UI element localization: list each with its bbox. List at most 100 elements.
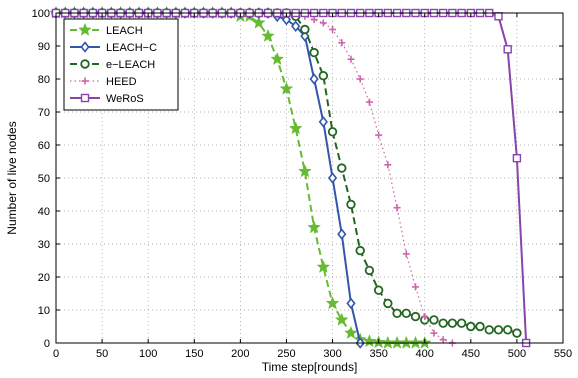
legend-label: LEACH−C <box>106 42 157 54</box>
data-point <box>402 250 410 258</box>
data-point <box>291 20 301 32</box>
data-point <box>439 336 447 344</box>
data-point <box>80 93 90 103</box>
data-point <box>300 30 310 42</box>
data-point <box>319 19 327 27</box>
legend: LEACH LEACH−C e−LEACH HEED WeRoS <box>63 18 179 111</box>
data-point <box>309 73 319 85</box>
data-point <box>430 329 438 337</box>
x-tick-label: 0 <box>53 348 59 360</box>
y-tick-label: 20 <box>38 272 50 284</box>
legend-label: HEED <box>106 76 137 88</box>
ticks: 0 50 100 150 200 250 300 350 400 450 500 550 0 10 20 30… <box>32 8 573 360</box>
data-point <box>493 325 504 335</box>
data-point <box>346 297 356 310</box>
y-tick-label: 30 <box>38 239 50 251</box>
data-point <box>325 296 340 310</box>
x-tick-label: 400 <box>416 348 434 360</box>
data-point <box>300 24 310 35</box>
legend-label: LEACH <box>106 25 143 37</box>
data-point <box>503 45 512 54</box>
legend-label: WeRoS <box>106 93 144 105</box>
data-point <box>392 308 402 318</box>
y-tick-label: 70 <box>38 107 50 119</box>
x-tick-label: 450 <box>462 348 480 360</box>
legend-item: WeRoS <box>70 93 144 105</box>
data-point <box>298 164 312 178</box>
data-point <box>329 26 337 33</box>
y-tick-label: 50 <box>38 173 50 185</box>
data-point <box>327 127 338 137</box>
data-point <box>310 16 318 24</box>
data-point <box>373 285 384 295</box>
data-point <box>512 153 522 163</box>
data-point <box>494 12 503 21</box>
x-axis-label: Time step[rounds] <box>262 360 358 374</box>
legend-label: e−LEACH <box>106 59 155 71</box>
data-point <box>337 228 347 240</box>
data-point <box>316 259 331 273</box>
data-point <box>447 318 458 328</box>
data-point <box>338 39 346 47</box>
data-point <box>279 81 294 95</box>
data-point <box>438 318 448 328</box>
data-point <box>421 313 429 321</box>
data-point <box>307 220 321 234</box>
data-point <box>346 199 356 210</box>
data-point <box>475 321 485 332</box>
data-point <box>270 52 285 66</box>
data-point <box>399 335 414 349</box>
data-point <box>375 131 383 139</box>
data-point <box>78 22 92 36</box>
data-point <box>318 70 329 81</box>
data-point <box>251 15 266 29</box>
x-tick-label: 150 <box>185 348 203 360</box>
data-point <box>456 318 467 328</box>
data-point <box>261 28 275 42</box>
x-tick-label: 100 <box>139 348 157 360</box>
data-point <box>344 325 358 339</box>
data-point <box>356 75 364 83</box>
data-point <box>512 328 522 338</box>
legend-item: e−LEACH <box>70 59 155 71</box>
data-point <box>355 245 365 256</box>
data-point <box>334 312 349 326</box>
data-point <box>281 13 292 26</box>
data-point <box>337 163 347 173</box>
data-point <box>383 298 393 309</box>
x-tick-label: 200 <box>231 348 249 360</box>
x-tick-label: 300 <box>323 348 341 360</box>
data-point <box>429 315 439 325</box>
x-tick-label: 350 <box>369 348 387 360</box>
data-point <box>412 283 420 291</box>
legend-item: HEED <box>70 76 137 88</box>
data-point <box>466 321 476 332</box>
data-point <box>410 311 421 322</box>
data-point <box>80 59 90 69</box>
y-axis-label: Number of live nodes <box>5 121 19 234</box>
data-point <box>362 334 377 348</box>
data-point <box>393 204 401 212</box>
x-tick-label: 50 <box>96 348 108 360</box>
data-point <box>80 41 90 53</box>
data-point <box>364 265 375 276</box>
data-point <box>327 172 338 184</box>
data-point <box>401 308 411 318</box>
y-tick-label: 100 <box>32 8 50 20</box>
y-tick-label: 60 <box>38 140 50 152</box>
data-point <box>408 335 423 349</box>
y-tick-label: 10 <box>38 305 50 317</box>
y-tick-label: 90 <box>38 41 50 53</box>
data-point <box>288 121 303 135</box>
data-point <box>484 325 494 335</box>
data-point <box>390 335 404 349</box>
y-tick-label: 80 <box>38 74 50 86</box>
data-point <box>318 116 328 128</box>
data-point <box>347 55 355 63</box>
x-tick-label: 550 <box>554 348 572 360</box>
data-point <box>81 77 89 85</box>
y-tick-label: 0 <box>44 338 50 350</box>
data-point <box>309 47 319 58</box>
data-point <box>365 98 373 106</box>
